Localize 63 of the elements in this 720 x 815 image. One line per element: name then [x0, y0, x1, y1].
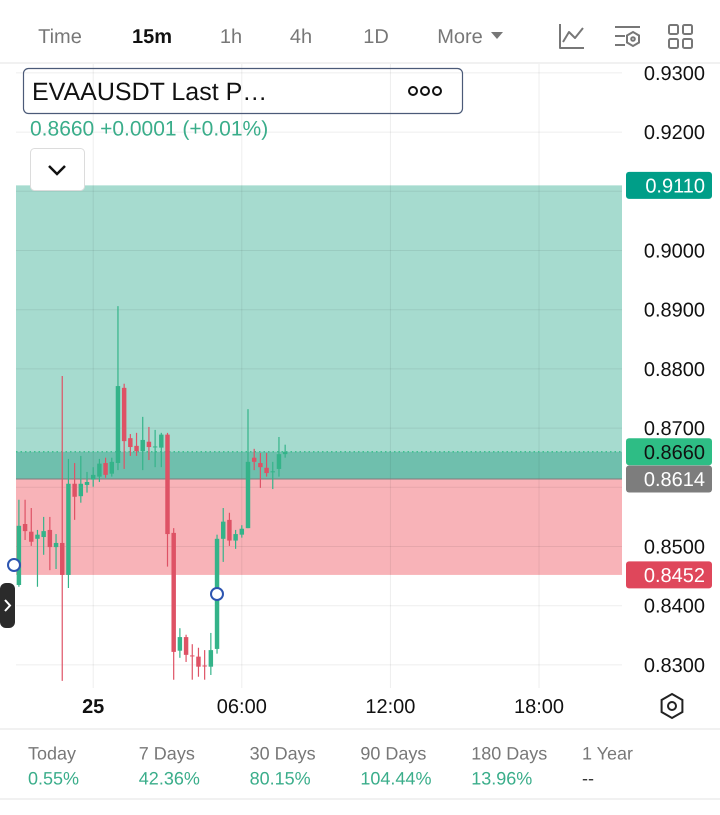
candlestick: [184, 634, 188, 663]
text: Today: [28, 743, 76, 764]
text: EVAAUSDT Last P…: [32, 78, 268, 106]
text: 180 Days: [471, 743, 548, 764]
candlestick: [48, 516, 52, 571]
candlestick: [258, 452, 263, 488]
x-tick-label: 12:00: [365, 696, 416, 718]
ref-line-label: 0.8660: [644, 442, 705, 464]
candlestick: [270, 461, 275, 490]
candlestick: [196, 647, 201, 678]
candlestick: [208, 632, 214, 676]
candlestick: [103, 457, 108, 478]
text: 1D: [363, 26, 389, 48]
x-tick-label: 06:00: [216, 696, 267, 718]
text: More: [437, 26, 483, 48]
y-tick-label: 0.9200: [644, 122, 705, 144]
text: 0.8660 +0.0001 (+0.01%): [30, 117, 268, 140]
text: 13.96%: [471, 768, 532, 788]
candlestick: [41, 516, 46, 556]
y-tick-label: 0.8400: [644, 596, 705, 618]
text: Time: [38, 26, 82, 48]
text: 1 Year: [582, 743, 634, 764]
candlestick: [134, 432, 139, 457]
ref-line-label: 0.8614: [644, 469, 705, 492]
band-label: 0.8452: [644, 564, 705, 587]
candlestick: [140, 416, 145, 471]
y-tick-label: 0.8800: [644, 358, 705, 381]
candlestick: [29, 507, 34, 547]
candlestick: [72, 462, 77, 520]
text: 1h: [220, 26, 242, 48]
candlestick: [78, 455, 84, 504]
text: 4h: [290, 26, 312, 48]
text: 15m: [132, 26, 172, 48]
candlestick: [202, 650, 207, 680]
candlestick: [84, 471, 90, 494]
candlestick: [146, 426, 152, 461]
y-tick-label: 0.8300: [644, 654, 705, 677]
y-tick-label: 0.9300: [644, 62, 705, 85]
candlestick: [221, 507, 226, 562]
x-tick-label: 25: [82, 696, 104, 718]
band-label: 0.9110: [645, 175, 705, 198]
text: --: [582, 768, 594, 788]
y-tick-label: 0.8500: [644, 536, 705, 559]
candlestick: [22, 499, 28, 541]
y-tick-label: 0.9000: [644, 240, 705, 262]
text: 7 Days: [138, 743, 195, 764]
candlestick: [35, 529, 40, 588]
candlestick: [227, 512, 232, 547]
y-tick-label: 0.8900: [644, 300, 705, 322]
text: 80.15%: [250, 768, 311, 788]
text: 104.44%: [360, 768, 432, 788]
y-tick-label: 0.8700: [644, 418, 705, 440]
candlestick: [54, 533, 58, 570]
text: 0.55%: [28, 768, 80, 788]
candlestick: [190, 644, 194, 680]
x-tick-label: 18:00: [514, 696, 564, 718]
candlestick: [60, 375, 64, 682]
candlestick: [252, 448, 256, 471]
text: 30 Days: [250, 743, 316, 764]
text: 90 Days: [360, 743, 426, 764]
candlestick: [178, 628, 182, 658]
candlestick: [264, 452, 269, 478]
text: 42.36%: [138, 768, 200, 788]
